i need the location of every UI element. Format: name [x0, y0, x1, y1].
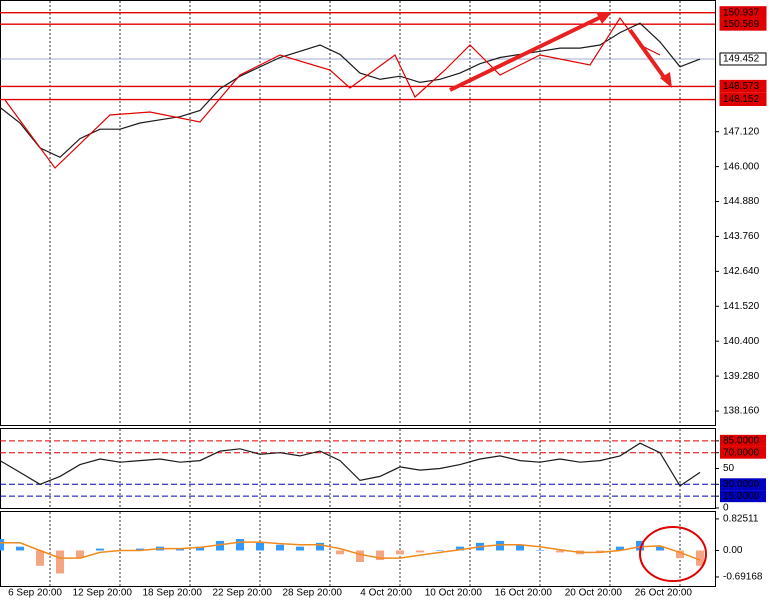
y-tick-label: 85.0000 — [723, 435, 760, 446]
histogram-bar — [436, 550, 444, 551]
histogram-bar — [356, 550, 364, 562]
level-label: 149.452 — [723, 54, 760, 65]
signal-line — [0, 541, 701, 561]
level-label-box — [720, 446, 766, 459]
x-tick-label: 10 Oct 20:00 — [425, 588, 483, 599]
y-tick-label: 15.0000 — [723, 491, 760, 502]
histogram-bar — [376, 550, 384, 561]
histogram-bar — [56, 550, 64, 574]
histogram-bar — [276, 544, 284, 551]
y-tick-label: 144.880 — [723, 196, 760, 207]
level-label: 148.573 — [723, 81, 760, 92]
y-tick-label: 140.400 — [723, 336, 760, 347]
histogram-bar — [456, 546, 464, 551]
level-label-box — [720, 478, 766, 491]
histogram-bar — [0, 539, 4, 551]
price-line — [0, 442, 701, 487]
x-tick-label: 6 Sep 20:00 — [8, 588, 62, 599]
level-label-box — [720, 490, 766, 503]
level-label-box — [719, 17, 767, 31]
x-tick-label: 22 Sep 20:00 — [213, 588, 273, 599]
histogram-bar — [236, 539, 244, 551]
y-tick-label: 147.120 — [723, 126, 760, 137]
y-tick-label: 0 — [723, 503, 729, 514]
histogram-bar — [496, 540, 504, 551]
histogram-bar — [36, 550, 44, 566]
x-tick-label: 16 Oct 20:00 — [495, 588, 553, 599]
histogram-bar — [396, 550, 404, 555]
x-tick-label: 4 Oct 20:00 — [360, 588, 412, 599]
price-panel-frame — [0, 0, 716, 426]
zigzag-drawing — [4, 16, 661, 169]
y-tick-label: 70.0000 — [723, 447, 760, 458]
y-tick-label: 142.640 — [723, 266, 760, 277]
y-tick-label: 146.000 — [723, 161, 760, 172]
x-tick-label: 28 Sep 20:00 — [283, 588, 343, 599]
y-tick-label: 139.280 — [723, 371, 760, 382]
y-tick-label: 141.520 — [723, 301, 760, 312]
trend-arrow — [628, 28, 668, 82]
histogram-bar — [196, 546, 204, 551]
level-label-box — [719, 52, 767, 66]
histogram-bar — [636, 540, 644, 551]
y-tick-label: 138.160 — [723, 406, 760, 417]
histogram-bar — [516, 544, 524, 551]
histogram-bar — [336, 550, 344, 555]
histogram-bar — [296, 546, 304, 551]
arrow-head — [596, 12, 612, 24]
x-tick-label: 18 Sep 20:00 — [143, 588, 203, 599]
histogram-bar — [136, 548, 144, 551]
highlight-circle — [639, 526, 707, 582]
histogram-bar — [176, 548, 184, 551]
histogram-bar — [16, 546, 24, 551]
y-tick-label: 50 — [723, 463, 735, 474]
level-label-box — [720, 434, 766, 447]
x-tick-label: 12 Sep 20:00 — [73, 588, 133, 599]
histogram-bar — [316, 542, 324, 551]
level-label-box — [719, 79, 767, 93]
histogram-bar — [216, 540, 224, 551]
histogram-bar — [596, 550, 604, 553]
y-tick-label: 0.00 — [723, 545, 743, 556]
histogram-bar — [416, 550, 424, 553]
histogram-bar — [556, 550, 564, 553]
x-tick-label: 20 Oct 20:00 — [565, 588, 623, 599]
arrow-head — [660, 72, 672, 88]
y-tick-label: -0.69168 — [723, 572, 763, 583]
histogram-bar — [616, 546, 624, 551]
y-tick-label: 143.760 — [723, 231, 760, 242]
x-tick-label: 26 Oct 20:00 — [635, 588, 693, 599]
y-tick-label: 30.0000 — [723, 479, 760, 490]
histogram-bar — [536, 550, 544, 551]
histogram-bar — [76, 550, 84, 559]
level-label: 150.937 — [723, 7, 760, 18]
histogram-bar — [656, 546, 664, 551]
histogram-bar — [96, 548, 104, 551]
level-label: 150.569 — [723, 19, 760, 30]
trend-arrow — [449, 13, 606, 92]
y-tick-label: 0.82511 — [723, 514, 759, 525]
histogram-bar — [676, 550, 684, 559]
histogram-bar — [256, 542, 264, 551]
histogram-bar — [696, 550, 704, 566]
level-label: 148.152 — [723, 94, 760, 105]
level-label-box — [719, 93, 767, 107]
price-line — [0, 22, 701, 159]
